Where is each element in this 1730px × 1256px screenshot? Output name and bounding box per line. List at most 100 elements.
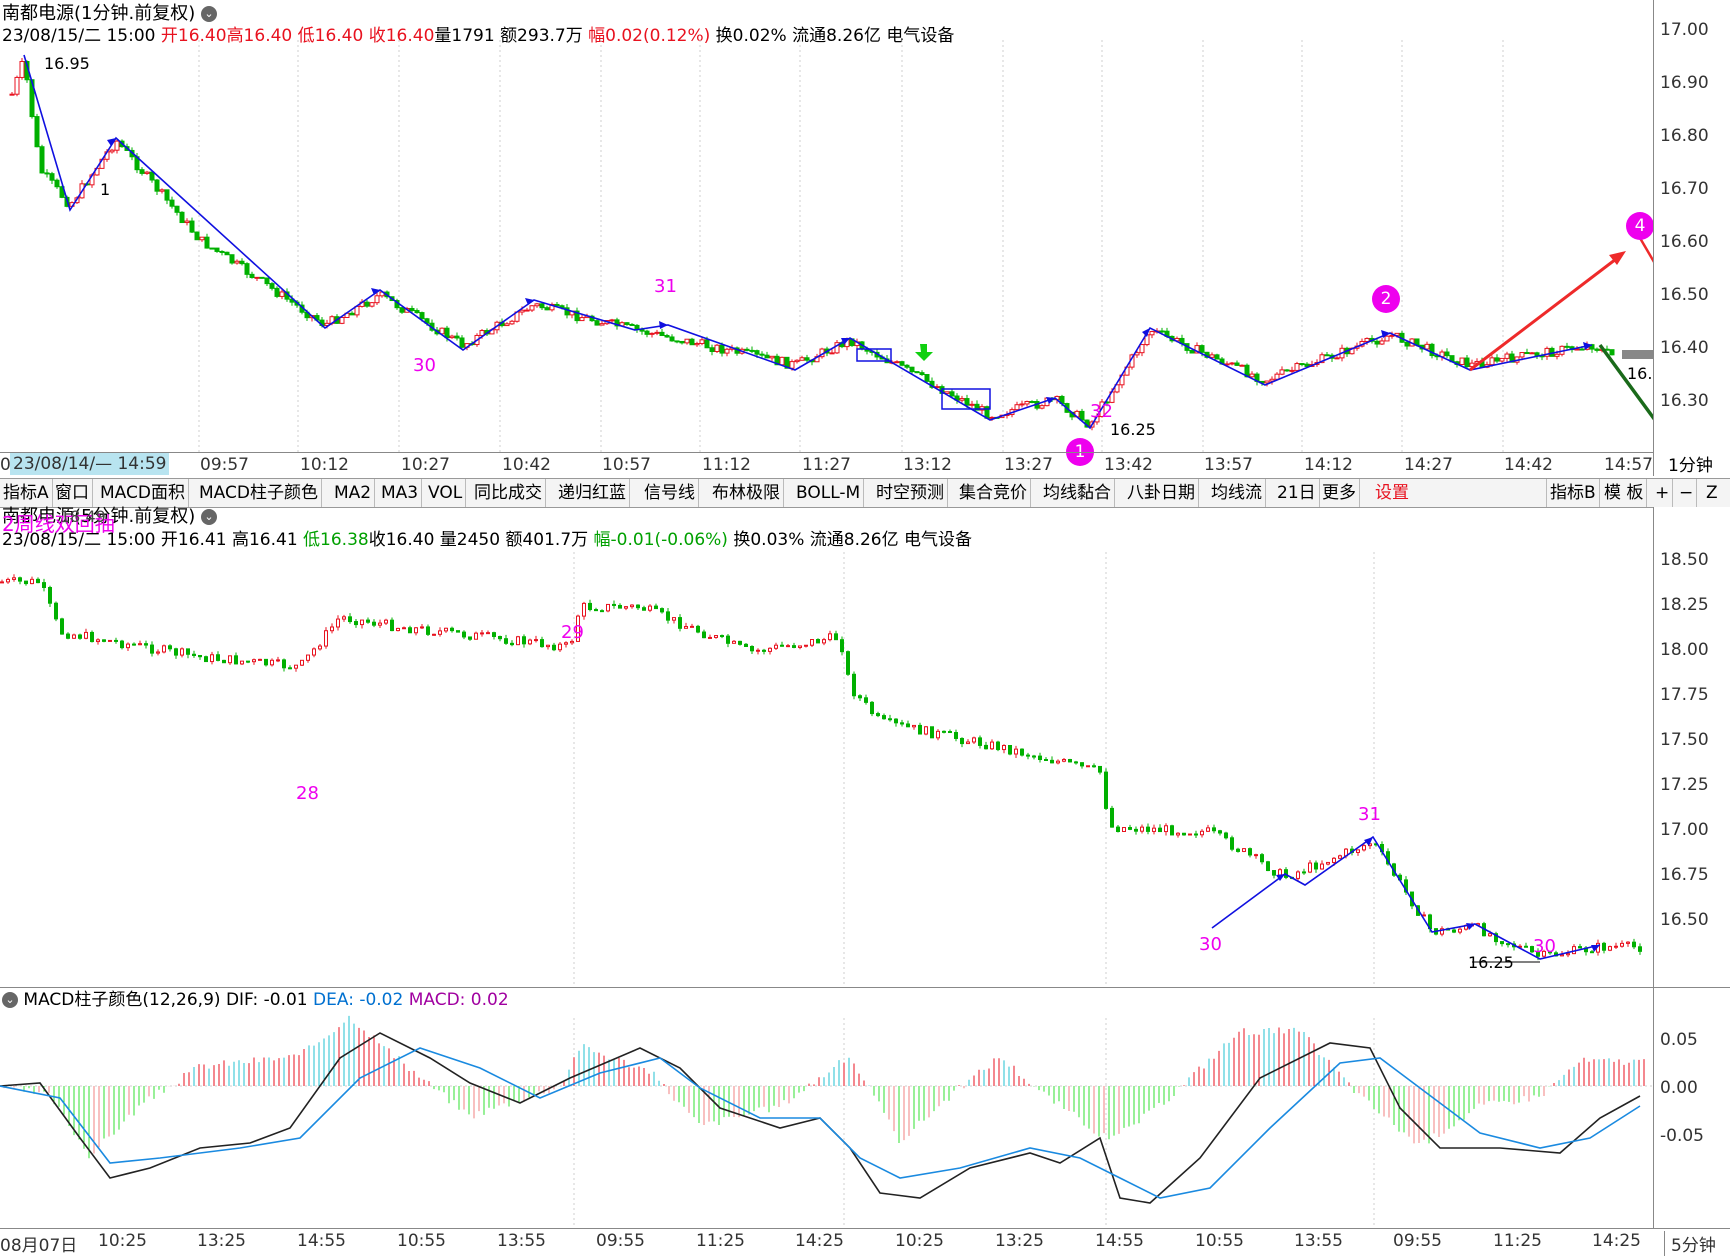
candle-body bbox=[259, 276, 265, 279]
candle-body bbox=[1032, 755, 1036, 758]
y-tick: 16.30 bbox=[1660, 391, 1709, 411]
candle-body bbox=[1536, 951, 1540, 957]
candle-body bbox=[1229, 362, 1235, 365]
candle-body bbox=[420, 626, 424, 629]
zoom-out-button[interactable]: − bbox=[1676, 479, 1698, 507]
zoom-in-button[interactable]: + bbox=[1652, 479, 1674, 507]
candle-body bbox=[1194, 833, 1198, 836]
period-label-5min[interactable]: 5分钟 bbox=[1664, 1231, 1716, 1256]
candle-body bbox=[600, 610, 604, 613]
toolbar-item[interactable]: BOLL-M bbox=[793, 479, 865, 507]
macd-separator bbox=[0, 987, 1730, 988]
candle-body bbox=[312, 648, 316, 656]
toolbar-item[interactable]: 均线黏合 bbox=[1040, 479, 1115, 507]
candle-body bbox=[894, 718, 898, 724]
wave-label: 31 bbox=[1358, 804, 1381, 825]
candle-body bbox=[189, 220, 195, 233]
toolbar-item[interactable]: 指标A bbox=[0, 479, 53, 507]
toolbar-item[interactable]: 更多 bbox=[1319, 479, 1360, 507]
chevron-down-icon[interactable]: ⌄ bbox=[200, 6, 217, 22]
x-tick: 08月07日 bbox=[0, 1236, 78, 1256]
panel-5min-chart[interactable]: 南都电源(5分钟.前复权) ⌄ 23/08/15/二 15:00 开16.41 … bbox=[0, 507, 1653, 987]
period-label-1min[interactable]: 1分钟 bbox=[1668, 456, 1713, 476]
x-tick: 14:55 bbox=[1095, 1231, 1144, 1251]
candle-body bbox=[454, 335, 460, 339]
panel-macd[interactable]: ⌄ MACD柱子颜色(12,26,9) DIF: -0.01 DEA: -0.0… bbox=[0, 988, 1653, 1228]
candle-body bbox=[409, 307, 415, 312]
candle-body bbox=[1254, 854, 1258, 857]
wave-label: 31 bbox=[654, 276, 677, 297]
candle-body bbox=[792, 645, 796, 648]
info-change: 幅-0.01(-0.06%) bbox=[593, 530, 728, 550]
candle-body bbox=[669, 336, 675, 342]
toolbar-item[interactable]: 均线流 bbox=[1208, 479, 1266, 507]
candle-body bbox=[1104, 771, 1108, 809]
chart1-y-axis bbox=[1653, 0, 1730, 476]
toolbar-item[interactable]: 信号线 bbox=[641, 479, 699, 507]
candle-body bbox=[1249, 373, 1255, 378]
toolbar-item[interactable]: 递归红蓝 bbox=[555, 479, 630, 507]
candle-body bbox=[1332, 857, 1336, 863]
candle-body bbox=[84, 631, 88, 639]
candle-body bbox=[544, 307, 550, 311]
toolbar-template[interactable]: 模 板 bbox=[1601, 479, 1648, 507]
candle-body bbox=[1086, 765, 1090, 768]
candle-body bbox=[749, 349, 755, 352]
toolbar-item[interactable]: 21日 bbox=[1274, 479, 1320, 507]
chevron-down-icon[interactable]: ⌄ bbox=[2, 992, 18, 1008]
candle-body bbox=[1638, 946, 1642, 952]
y-tick: 16.40 bbox=[1660, 338, 1709, 358]
toolbar-item[interactable]: 窗口 bbox=[52, 479, 93, 507]
candle-body bbox=[1524, 945, 1528, 948]
candle-body bbox=[666, 611, 670, 621]
toolbar-item[interactable]: 同比成交 bbox=[471, 479, 546, 507]
x-tick: 13:57 bbox=[1204, 455, 1253, 475]
candle-body bbox=[504, 323, 510, 327]
candle-body bbox=[72, 634, 76, 639]
candle-body bbox=[348, 616, 352, 623]
candle-body bbox=[1566, 953, 1570, 956]
candle-body bbox=[300, 659, 304, 666]
panel-1min-chart[interactable]: 南都电源(1分钟.前复权) ⌄ 23/08/15/二 15:00 开16.40高… bbox=[0, 0, 1724, 475]
candle-body bbox=[258, 658, 262, 661]
candle-body bbox=[444, 627, 448, 632]
z-button[interactable]: Z bbox=[1706, 483, 1718, 503]
toolbar-item[interactable]: 集合竞价 bbox=[956, 479, 1031, 507]
candle-body bbox=[414, 310, 420, 314]
candle-body bbox=[384, 619, 388, 624]
candle-body bbox=[948, 731, 952, 734]
candle-body bbox=[209, 247, 215, 250]
candle-body bbox=[378, 622, 382, 626]
toolbar-item[interactable]: MA3 bbox=[378, 479, 423, 507]
toolbar-item[interactable]: 时空预测 bbox=[873, 479, 948, 507]
x-tick: 10:55 bbox=[397, 1231, 446, 1251]
toolbar-item[interactable]: MA2 bbox=[331, 479, 376, 507]
candle-body bbox=[1139, 344, 1145, 354]
toolbar-item[interactable]: MACD柱子颜色 bbox=[196, 479, 322, 507]
candle-body bbox=[426, 626, 430, 635]
candle-body bbox=[1589, 344, 1595, 350]
candle-body bbox=[276, 659, 280, 662]
candle-body bbox=[804, 644, 808, 647]
x-tick: 14:25 bbox=[795, 1231, 844, 1251]
y-tick: 17.50 bbox=[1660, 730, 1709, 750]
toolbar-indicator-b[interactable]: 指标B bbox=[1546, 479, 1600, 507]
x-tick: 10:57 bbox=[602, 455, 651, 475]
candle-body bbox=[156, 651, 160, 654]
chevron-down-icon[interactable]: ⌄ bbox=[200, 509, 217, 525]
toolbar-settings[interactable]: 设置 bbox=[1375, 483, 1409, 503]
x-tick: 0 bbox=[0, 455, 11, 475]
candle-body bbox=[702, 631, 706, 639]
candle-body bbox=[486, 632, 490, 635]
toolbar-item[interactable]: VOL bbox=[425, 479, 467, 507]
toolbar-item[interactable]: 布林极限 bbox=[709, 479, 784, 507]
x-tick: 11:12 bbox=[702, 455, 751, 475]
candle-body bbox=[840, 639, 844, 653]
candle-body bbox=[504, 638, 508, 644]
candle-body bbox=[366, 619, 370, 623]
candle-body bbox=[0, 581, 4, 584]
candle-body bbox=[888, 718, 892, 721]
down-arrow-icon bbox=[915, 344, 933, 361]
toolbar-item[interactable]: MACD面积 bbox=[97, 479, 189, 507]
toolbar-item[interactable]: 八卦日期 bbox=[1124, 479, 1199, 507]
